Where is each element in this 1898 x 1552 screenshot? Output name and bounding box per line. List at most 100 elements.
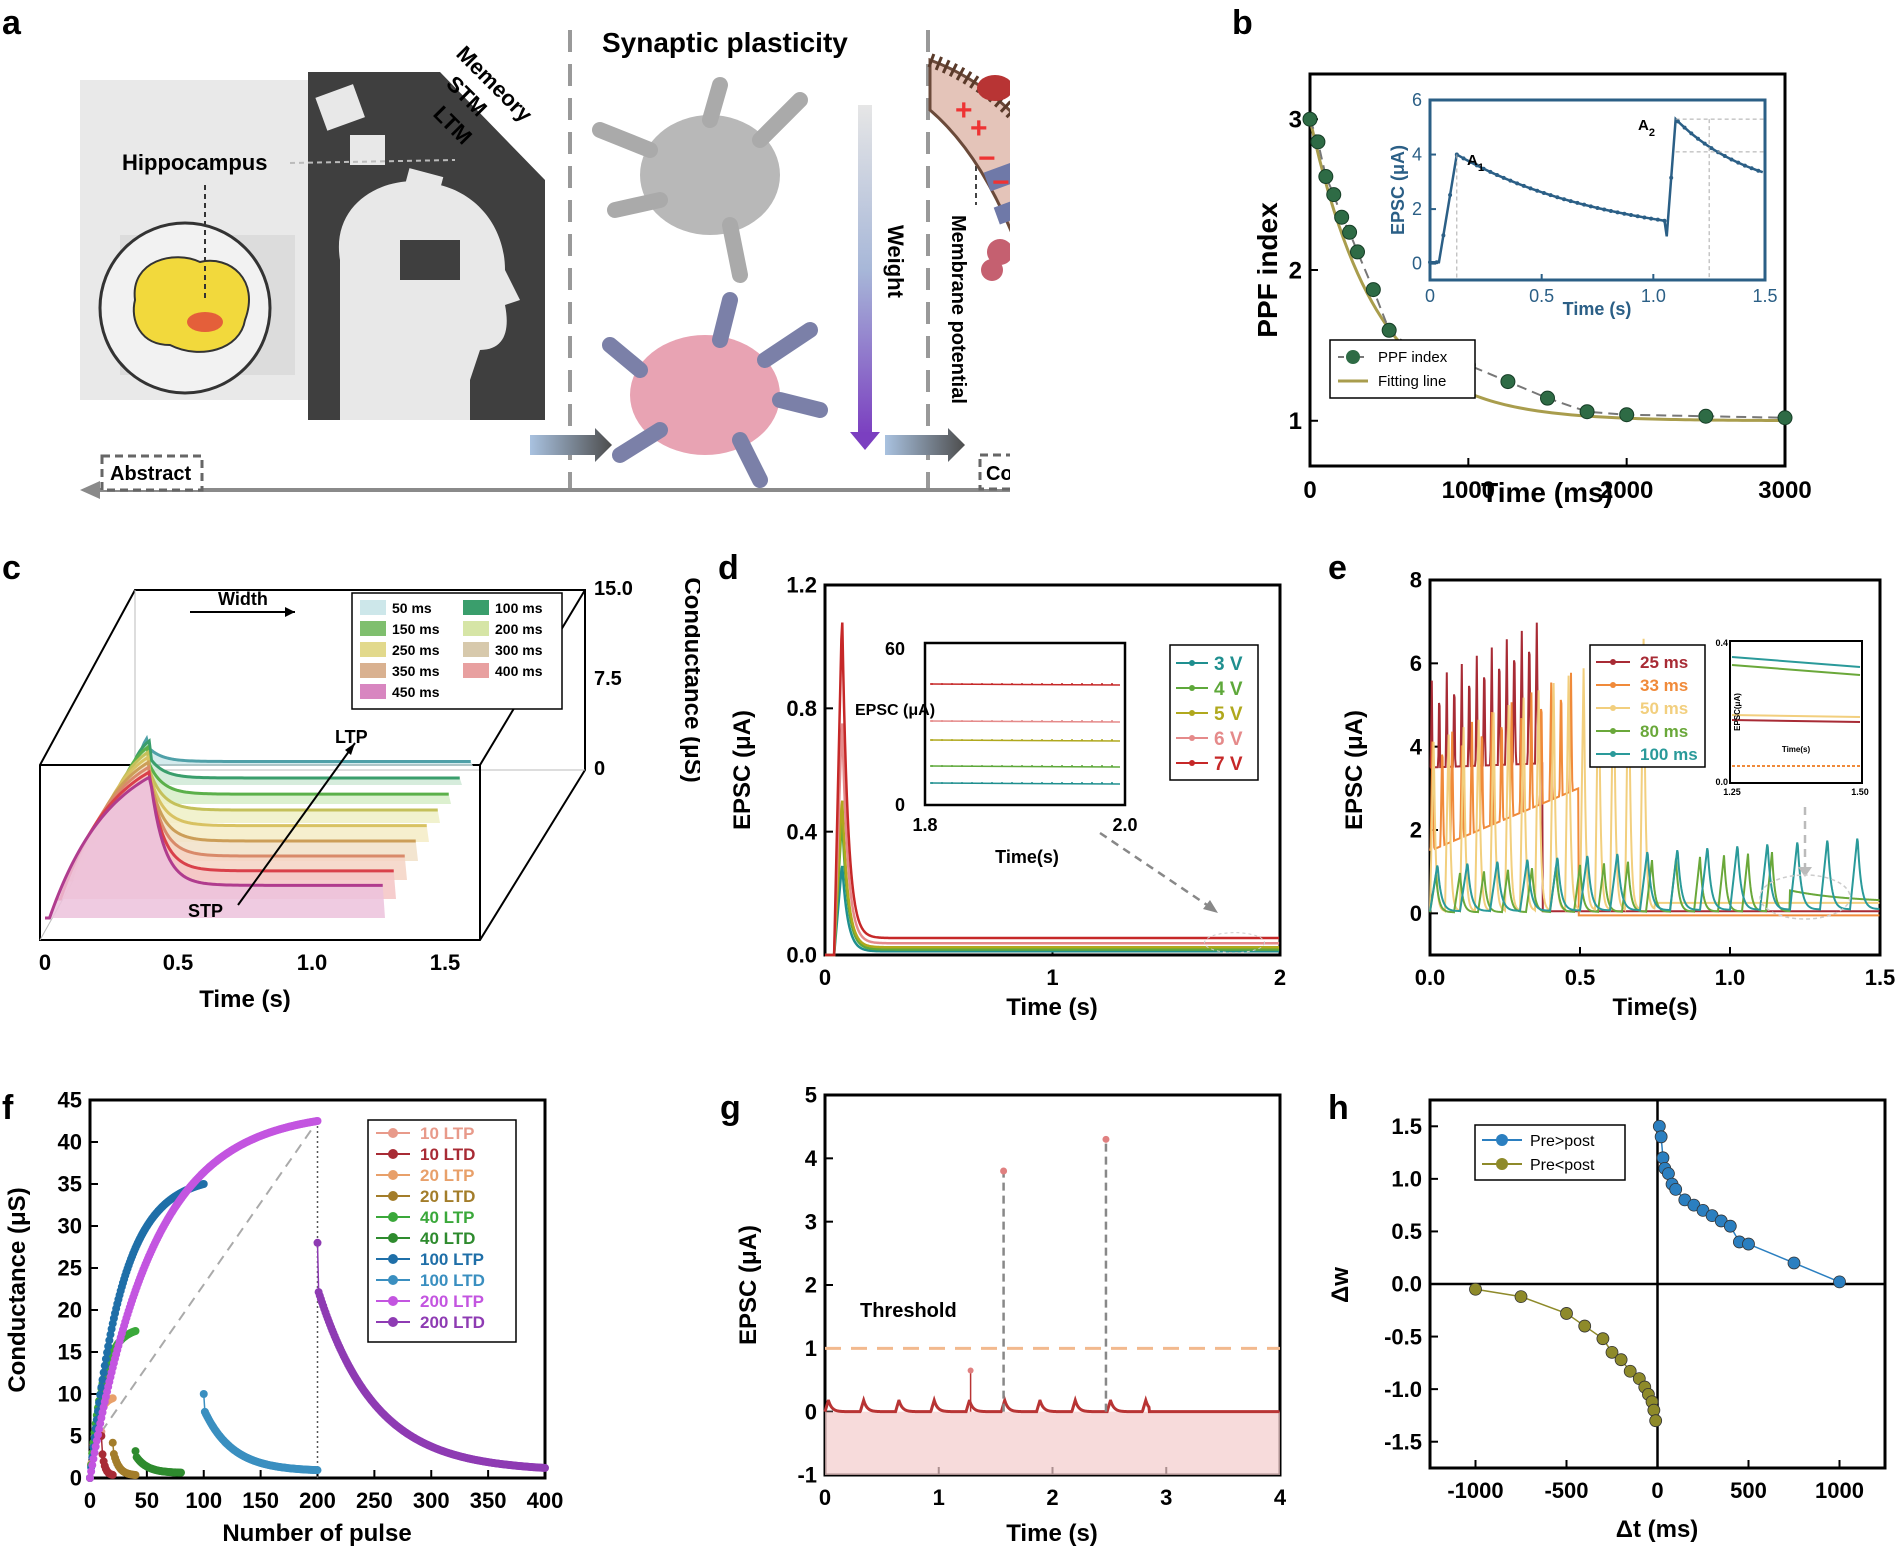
- panel-d-chart: d 0 1 20.00.40.81.2 EPSC (μA) Time (s) 60 …: [718, 549, 1286, 1021]
- legend-marker: [388, 1275, 398, 1285]
- series-point: [1652, 1119, 1666, 1133]
- inset-frame: [1428, 98, 1767, 282]
- inset-y-tick-1: 60: [885, 639, 905, 659]
- inset-point: [1091, 765, 1093, 767]
- x-tick-label: 500: [1730, 1478, 1767, 1503]
- inset-epsc-point: [1568, 199, 1573, 204]
- x-tick-label: 300: [413, 1488, 450, 1513]
- inset-x-tick-2: 1.50: [1851, 787, 1869, 797]
- conductance-curve-9: [45, 774, 383, 920]
- legend-marker: [1189, 735, 1195, 741]
- ppf-point: [1619, 407, 1635, 423]
- inset-epsc-point: [1682, 125, 1687, 130]
- conductance-curve-1: [133, 734, 471, 768]
- ion-icon-3: [977, 75, 1013, 101]
- guide-line: [100, 1120, 319, 1433]
- puzzle-piece-icon-2: [350, 135, 385, 165]
- inset-epsc-point: [1495, 172, 1499, 177]
- legend-label: 40 LTD: [420, 1229, 475, 1248]
- legend-marker: [1189, 760, 1195, 766]
- y-tick-label: 2: [805, 1273, 817, 1298]
- x-tick-label: 0.0: [1415, 965, 1446, 990]
- legend-marker: [1189, 710, 1195, 716]
- panel-c-label: c: [2, 549, 21, 587]
- ltp-label: LTP: [335, 727, 368, 747]
- inset-epsc-point: [1448, 192, 1453, 197]
- inset-point: [941, 782, 943, 784]
- ppf-point: [1579, 404, 1595, 420]
- inset-point: [1081, 782, 1083, 784]
- inset-point: [1091, 720, 1093, 722]
- x-axis-label: Time (ms): [1481, 477, 1613, 508]
- y-tick-label: 0.4: [786, 819, 817, 844]
- inset-point: [1111, 683, 1113, 685]
- panel-a: a Hippocampus Memeory STM LTM Synaptic p…: [0, 0, 1137, 520]
- inset-point: [961, 720, 963, 722]
- inset-point: [1071, 683, 1073, 685]
- width-arrow-head-icon: [285, 607, 295, 617]
- panel-a-illustration: a Hippocampus Memeory STM LTM Synaptic p…: [2, 4, 1137, 499]
- inset-point: [981, 720, 983, 722]
- ppf-point: [1318, 169, 1334, 185]
- inset-y-tick-label: 6: [1412, 90, 1422, 110]
- x-tick-label: 0: [819, 1485, 831, 1510]
- inset-point: [1041, 739, 1043, 741]
- spike-peak-1: [1000, 1167, 1008, 1175]
- x-tick-label: 2: [1046, 1485, 1058, 1510]
- inset-point: [1081, 683, 1083, 685]
- legend-box: [351, 592, 563, 710]
- inset-curve-1: [1731, 656, 1861, 668]
- inset-epsc-point: [1629, 213, 1633, 218]
- y-tick-label: 10: [58, 1382, 82, 1407]
- inset-point: [961, 782, 963, 784]
- inset-x-tick-label: 1.0: [1641, 286, 1666, 306]
- inset-point: [1071, 739, 1073, 741]
- series-point: [1742, 1237, 1755, 1251]
- z-tick-2: 7.5: [594, 668, 622, 690]
- legend-label: Pre<post: [1530, 1157, 1595, 1174]
- y-tick-label: 2: [1289, 257, 1302, 284]
- inset-epsc-point: [1689, 131, 1694, 136]
- inset-point: [991, 782, 993, 784]
- legend-label: 200 LTP: [420, 1292, 484, 1311]
- inset-epsc-point: [1595, 205, 1600, 210]
- series-point: [313, 1466, 322, 1475]
- y-tick-label: -1.0: [1384, 1377, 1422, 1402]
- y-tick-label: 35: [58, 1172, 82, 1197]
- series-point: [1649, 1414, 1663, 1428]
- epsc-curve-4V: [825, 821, 1280, 957]
- flow-arrow-icon-1: [530, 428, 612, 462]
- legend-label: 5 V: [1214, 704, 1243, 725]
- series-point: [100, 1361, 109, 1370]
- panel-f-label: f: [2, 1089, 14, 1127]
- inset-epsc-point: [1541, 190, 1546, 195]
- ppf-point: [1698, 408, 1714, 424]
- legend-label: 20 LTD: [420, 1187, 475, 1206]
- inset-epsc-point: [1756, 168, 1761, 173]
- legend-marker: [388, 1128, 398, 1138]
- inset-x-tick-label: 0: [1425, 286, 1435, 306]
- strong-neuron-icon: [602, 292, 828, 488]
- legend-label: 300 ms: [495, 642, 543, 658]
- x-tick-label: 1000: [1442, 477, 1495, 504]
- series-point: [1669, 1182, 1683, 1196]
- inset-point: [1101, 720, 1103, 722]
- inset-y-tick-2: 0.0: [1715, 777, 1728, 787]
- inset-y-tick-2: 0: [895, 795, 905, 815]
- series-point: [1560, 1307, 1573, 1320]
- epsc-trace: [823, 1395, 1280, 1414]
- inset-point: [1051, 683, 1053, 685]
- conductance-curve-6: [78, 759, 416, 863]
- y-axis-label: EPSC (μA): [1341, 710, 1368, 830]
- y-tick-label: 1.0: [1391, 1167, 1422, 1192]
- inset-point: [1031, 765, 1033, 767]
- inset-y-tick-label: 4: [1412, 145, 1422, 165]
- legend-marker: [388, 1317, 398, 1327]
- series-point: [1787, 1256, 1801, 1270]
- y-tick-label: 2: [1410, 818, 1422, 843]
- inset-point: [971, 739, 973, 741]
- legend-label: 80 ms: [1640, 722, 1688, 741]
- x-tick-label: 1000: [1815, 1478, 1864, 1503]
- legend-box: [1474, 1124, 1626, 1181]
